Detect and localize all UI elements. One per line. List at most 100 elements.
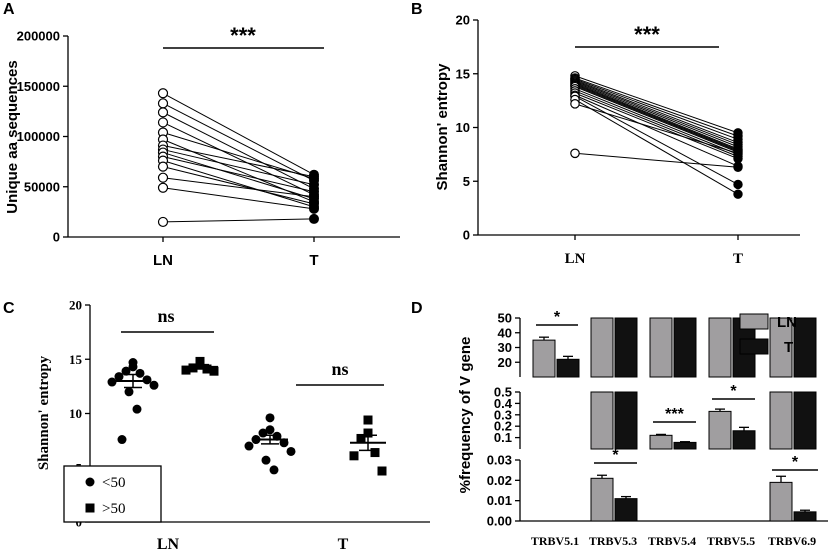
panel-b-pair-line bbox=[574, 80, 739, 146]
panel-a-pair-line bbox=[162, 145, 315, 178]
panel-b-y-title: Shannon' entropy bbox=[434, 63, 451, 191]
panel-c-point-circle bbox=[142, 375, 152, 385]
panel-a-pair-line bbox=[162, 156, 315, 193]
panel-d-sig-label: *** bbox=[665, 406, 684, 423]
panel-b-pair-line bbox=[574, 90, 739, 157]
panel-a-y-tick-label: 50000 bbox=[24, 179, 60, 194]
panel-a-y-tick-label: 200000 bbox=[17, 29, 60, 44]
panel-d-x-tick-label: TRBV5.1 bbox=[531, 534, 579, 548]
panel-b-y-tick-label: 15 bbox=[456, 66, 470, 81]
panel-d-seg1-y-tick-label: 0.3 bbox=[494, 407, 512, 422]
panel-b-point-t bbox=[733, 162, 743, 172]
panel-c-legend-label-lt50: <50 bbox=[102, 475, 125, 491]
panel-a-y-title: Unique aa sequences bbox=[4, 60, 21, 213]
panel-b-point-t bbox=[733, 148, 743, 159]
panel-c-y-title: Shannon' entropy bbox=[36, 355, 52, 470]
panel-b-pair-line bbox=[574, 77, 739, 137]
panel-b-point-t bbox=[733, 189, 743, 199]
panel-d-bar-ln bbox=[532, 339, 556, 378]
panel-d-legend-ln-label: LN bbox=[777, 314, 797, 331]
panel-d-seg1-y-tick-label: 0.1 bbox=[494, 430, 512, 445]
panel-b-pair-line bbox=[574, 85, 739, 152]
panel-c-point-circle bbox=[244, 441, 254, 451]
panel-a-point-t bbox=[309, 213, 319, 224]
panel-label-a: A bbox=[3, 1, 15, 18]
panel-b-y-tick-label: 0 bbox=[463, 228, 470, 243]
panel-d-bar-t bbox=[614, 391, 638, 450]
panel-d-bar-t bbox=[556, 358, 580, 378]
panel-d-bar-t bbox=[793, 511, 817, 522]
panel-c-point-square bbox=[377, 466, 387, 476]
panel-d-seg0-y-tick-label: 0.03 bbox=[487, 453, 512, 468]
panel-label-d: D bbox=[411, 300, 423, 317]
panel-b-sig-label: *** bbox=[634, 22, 660, 47]
panel-b-pair-line bbox=[574, 95, 739, 185]
panel-d-bar-ln bbox=[649, 317, 673, 378]
panel-d-seg0-y-tick-label: 0.00 bbox=[487, 514, 512, 529]
panel-b-x-label-t: T bbox=[733, 251, 743, 267]
panel-a-pair-line bbox=[162, 102, 315, 182]
panel-d-bar-ln bbox=[769, 317, 793, 378]
panel-d-y-title: %frequency of V gene bbox=[457, 337, 474, 494]
panel-b-pair-line bbox=[574, 94, 739, 167]
panel-b-point-t bbox=[733, 179, 743, 190]
panel-c-point-square bbox=[188, 363, 198, 373]
panel-a-point-ln bbox=[157, 216, 169, 228]
panel-b-pair-line bbox=[574, 86, 739, 153]
panel-d-sig-label: * bbox=[554, 309, 561, 326]
panel-b-x-label-ln: LN bbox=[565, 251, 586, 267]
panel-a-point-ln bbox=[157, 98, 169, 109]
panel-d-x-tick-label: TRBV5.3 bbox=[589, 534, 637, 548]
panel-a-pair-line bbox=[162, 152, 315, 200]
panel-a-point-t bbox=[309, 191, 319, 202]
panel-label-b: B bbox=[411, 1, 423, 18]
panel-b-point-ln bbox=[570, 148, 580, 159]
panel-a-point-ln bbox=[157, 161, 169, 172]
panel-d-bar-t bbox=[614, 317, 638, 378]
panel-a-pair-line bbox=[162, 218, 315, 223]
panel-b-pair-line bbox=[574, 84, 739, 151]
panel-a-y-tick-label: 0 bbox=[53, 230, 60, 245]
panel-d-bar-ln bbox=[708, 317, 732, 378]
panel-c-point-square bbox=[209, 366, 219, 376]
panel-d-seg2-y-tick-label: 50 bbox=[498, 311, 512, 326]
panel-d-sig-label: * bbox=[792, 454, 799, 471]
panel-a-point-ln bbox=[157, 182, 169, 193]
panel-c-x-label-t: T bbox=[338, 536, 349, 550]
panel-b-pair-line bbox=[574, 82, 739, 150]
panel-a-pair-line bbox=[162, 160, 315, 208]
panel-a-pair-line bbox=[162, 92, 315, 176]
panel-a-point-ln bbox=[157, 88, 169, 99]
panel-d-sig-label: * bbox=[730, 383, 737, 400]
panel-d-bar-ln bbox=[708, 410, 732, 450]
panel-a-pair-line bbox=[162, 166, 315, 205]
panel-a-point-t bbox=[309, 203, 319, 214]
panel-c-point-circle bbox=[149, 380, 159, 390]
panel-c-point-square bbox=[363, 415, 373, 425]
panel-d-x-tick-label: TRBV5.4 bbox=[648, 534, 696, 548]
panel-b-pair-line bbox=[574, 103, 739, 154]
panel-b-pair-line bbox=[574, 75, 739, 134]
panel-a-point-ln bbox=[157, 172, 169, 183]
panel-c-point-circle bbox=[121, 366, 131, 376]
panel-c-point-circle bbox=[272, 431, 282, 441]
panel-a-x-label-t: T bbox=[309, 252, 318, 269]
panel-c-point-square bbox=[370, 448, 380, 458]
panel-a-pair-line bbox=[162, 187, 315, 210]
panel-a-pair-line bbox=[162, 177, 315, 198]
panel-a-y-tick-label: 150000 bbox=[17, 79, 60, 94]
panel-d-seg0-y-tick-label: 0.01 bbox=[487, 493, 512, 508]
panel-a-pair-line bbox=[162, 121, 315, 196]
panel-c-point-circle bbox=[286, 446, 296, 456]
panel-b-pair-line bbox=[574, 99, 739, 195]
panel-d-bar-ln bbox=[769, 391, 793, 450]
panel-d-bar-ln bbox=[649, 434, 673, 450]
panel-c-point-circle bbox=[261, 455, 271, 465]
panel-c-point-square bbox=[349, 451, 359, 461]
panel-a-pair-line bbox=[162, 139, 315, 203]
panel-c-point-circle bbox=[279, 438, 289, 448]
panel-c-point-circle bbox=[135, 368, 145, 378]
panel-c-point-circle bbox=[269, 465, 279, 475]
panel-a-point-ln bbox=[157, 107, 169, 118]
panel-c-point-circle bbox=[117, 435, 127, 445]
